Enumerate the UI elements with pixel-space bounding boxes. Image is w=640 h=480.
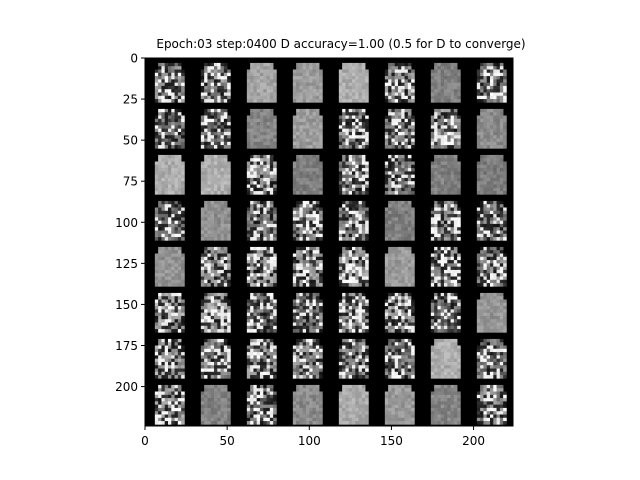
sample-image <box>154 246 185 287</box>
sample-image <box>430 154 461 195</box>
y-tick-label: 25 <box>123 93 138 107</box>
sample-image <box>246 338 277 379</box>
sample-image <box>430 292 461 333</box>
sample-image <box>338 62 369 103</box>
sample-image <box>384 108 415 149</box>
sample-image <box>246 62 277 103</box>
sample-image <box>430 384 461 425</box>
x-tick-label: 50 <box>220 434 235 448</box>
x-tick-label: 150 <box>380 434 403 448</box>
sample-image <box>384 154 415 195</box>
sample-image <box>246 200 277 241</box>
sample-image <box>200 292 231 333</box>
sample-image <box>384 246 415 287</box>
sample-image <box>292 154 323 195</box>
sample-image <box>476 292 507 333</box>
sample-image <box>476 338 507 379</box>
sample-image <box>338 108 369 149</box>
sample-image <box>200 108 231 149</box>
sample-image <box>246 108 277 149</box>
y-tick-label: 200 <box>115 380 138 394</box>
sample-image <box>246 384 277 425</box>
sample-image <box>292 62 323 103</box>
sample-image <box>384 200 415 241</box>
x-tick-label: 200 <box>462 434 485 448</box>
sample-image <box>292 200 323 241</box>
sample-image <box>292 338 323 379</box>
sample-image <box>476 154 507 195</box>
sample-image <box>476 108 507 149</box>
axes-frame <box>144 57 514 427</box>
sample-image <box>292 246 323 287</box>
sample-image <box>154 292 185 333</box>
sample-image <box>338 200 369 241</box>
sample-image <box>200 246 231 287</box>
sample-image <box>154 108 185 149</box>
sample-image <box>476 246 507 287</box>
sample-image <box>200 62 231 103</box>
sample-image <box>384 384 415 425</box>
y-tick-label: 50 <box>123 134 138 148</box>
y-tick-label: 100 <box>115 216 138 230</box>
sample-image <box>154 384 185 425</box>
sample-image <box>292 292 323 333</box>
sample-image <box>200 154 231 195</box>
sample-image <box>154 200 185 241</box>
x-tick-label: 0 <box>141 434 149 448</box>
y-tick-label: 175 <box>115 339 138 353</box>
sample-image <box>292 384 323 425</box>
sample-image <box>154 154 185 195</box>
sample-image <box>430 246 461 287</box>
y-tick-label: 75 <box>123 175 138 189</box>
sample-image <box>246 292 277 333</box>
sample-image <box>338 338 369 379</box>
sample-image <box>200 200 231 241</box>
figure-title: Epoch:03 step:0400 D accuracy=1.00 (0.5 … <box>156 37 526 51</box>
sample-image <box>384 338 415 379</box>
y-axis: 0 25 50 75 100 125 150 175 200 <box>115 52 145 394</box>
y-tick-label: 0 <box>130 52 138 66</box>
sample-image <box>200 384 231 425</box>
sample-image <box>430 338 461 379</box>
sample-image <box>338 292 369 333</box>
sample-image <box>338 384 369 425</box>
sample-image <box>154 62 185 103</box>
sample-image <box>338 246 369 287</box>
generated-sample-grid <box>145 58 513 426</box>
y-tick-label: 125 <box>115 257 138 271</box>
sample-image <box>430 62 461 103</box>
sample-image <box>476 384 507 425</box>
y-tick-label: 150 <box>115 298 138 312</box>
sample-image <box>200 338 231 379</box>
x-axis: 0 50 100 150 200 <box>141 426 485 448</box>
sample-image <box>476 62 507 103</box>
sample-image <box>476 200 507 241</box>
x-tick-label: 100 <box>298 434 321 448</box>
sample-image <box>246 154 277 195</box>
sample-image <box>292 108 323 149</box>
sample-image <box>154 338 185 379</box>
sample-image <box>384 62 415 103</box>
sample-image <box>338 154 369 195</box>
sample-image <box>246 246 277 287</box>
sample-image <box>384 292 415 333</box>
sample-image <box>430 200 461 241</box>
sample-image <box>430 108 461 149</box>
